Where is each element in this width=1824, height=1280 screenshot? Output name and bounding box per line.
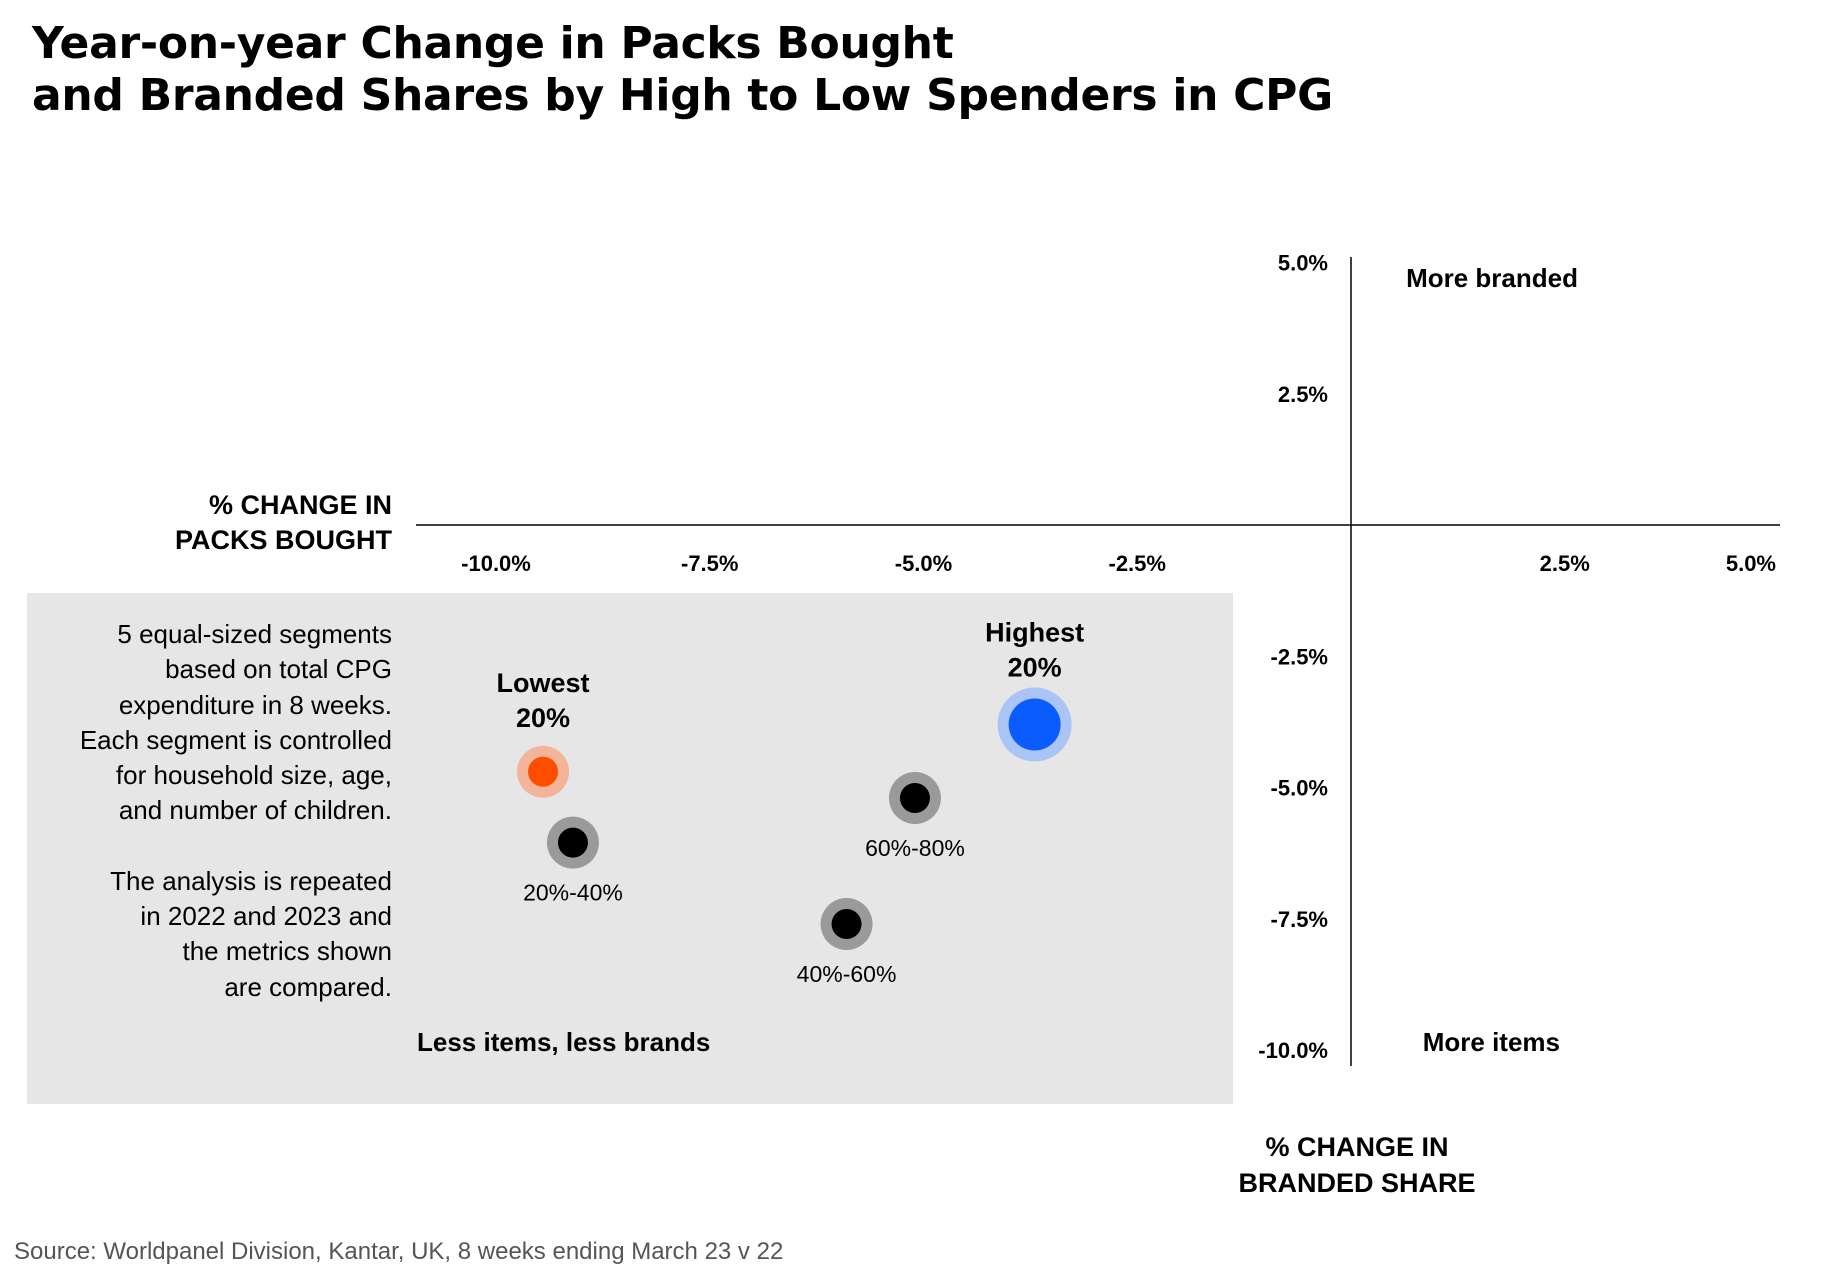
quadrant-label-more-items: More items (1422, 1027, 1560, 1057)
note-line: the metrics shown (182, 936, 392, 967)
note-line: and number of children. (118, 795, 392, 826)
x-tick-label: -7.5% (681, 551, 738, 576)
segment-note: 5 equal-sized segments based on total CP… (80, 617, 392, 1040)
x-tick-label: -2.5% (1109, 551, 1166, 576)
segment-note-paragraph-2: The analysis is repeated in 2022 and 202… (80, 864, 392, 1005)
quadrant-label-more-branded: More branded (1406, 263, 1578, 293)
data-point (899, 783, 930, 813)
source-note: Source: Worldpanel Division, Kantar, UK,… (14, 1238, 784, 1265)
point-label: Highest (985, 618, 1084, 648)
segment-note-paragraph-1: 5 equal-sized segments based on total CP… (80, 617, 392, 829)
data-point (831, 909, 862, 939)
point-label: 20%-40% (523, 880, 623, 906)
branded-share-axis-label: % CHANGE IN BRANDED SHARE (1157, 1129, 1557, 1201)
packs-bought-axis-label-line1: % CHANGE IN (208, 490, 392, 520)
point-label: 60%-80% (865, 835, 965, 861)
note-line: 5 equal-sized segments (117, 619, 392, 649)
data-point (1008, 698, 1061, 751)
quadrant-label-less-items-less-brands: Less items, less brands (417, 1027, 711, 1057)
chart-title: Year-on-year Change in Packs Bought and … (32, 18, 1333, 122)
packs-bought-axis-label-line2: PACKS BOUGHT (174, 525, 392, 555)
note-line: based on total CPG (165, 654, 392, 685)
y-tick-label: 5.0% (1278, 251, 1328, 276)
note-line: for household size, age, (115, 760, 392, 791)
x-tick-label: 5.0% (1726, 551, 1776, 576)
note-line: Each segment is controlled (79, 724, 392, 755)
y-tick-label: -2.5% (1271, 644, 1328, 669)
x-tick-label: -10.0% (461, 551, 531, 576)
y-tick-label: -5.0% (1271, 776, 1328, 801)
note-line: expenditure in 8 weeks. (118, 689, 392, 720)
y-tick-label: 2.5% (1278, 382, 1328, 407)
note-line: are compared. (224, 971, 392, 1002)
y-tick-label: -10.0% (1258, 1038, 1328, 1063)
point-label: 20% (1008, 653, 1062, 683)
point-label: 20% (516, 703, 570, 733)
branded-share-axis-label-line1: % CHANGE IN (1265, 1132, 1449, 1162)
data-point (528, 756, 559, 787)
note-line: in 2022 and 2023 and (140, 901, 392, 932)
note-line: The analysis is repeated (110, 865, 392, 896)
packs-bought-axis-label: % CHANGE IN PACKS BOUGHT (175, 488, 392, 558)
point-label: 40%-60% (797, 961, 897, 987)
point-label: Lowest (497, 668, 590, 698)
chart-title-line1: Year-on-year Change in Packs Bought (32, 18, 954, 69)
x-tick-label: -5.0% (895, 551, 952, 576)
lower-left-quadrant-highlight (27, 593, 1233, 1104)
branded-share-axis-label-line2: BRANDED SHARE (1238, 1168, 1476, 1198)
data-point (557, 827, 588, 858)
x-tick-label: 2.5% (1540, 551, 1590, 576)
y-tick-label: -7.5% (1271, 907, 1328, 932)
chart-title-line2: and Branded Shares by High to Low Spende… (32, 70, 1333, 121)
